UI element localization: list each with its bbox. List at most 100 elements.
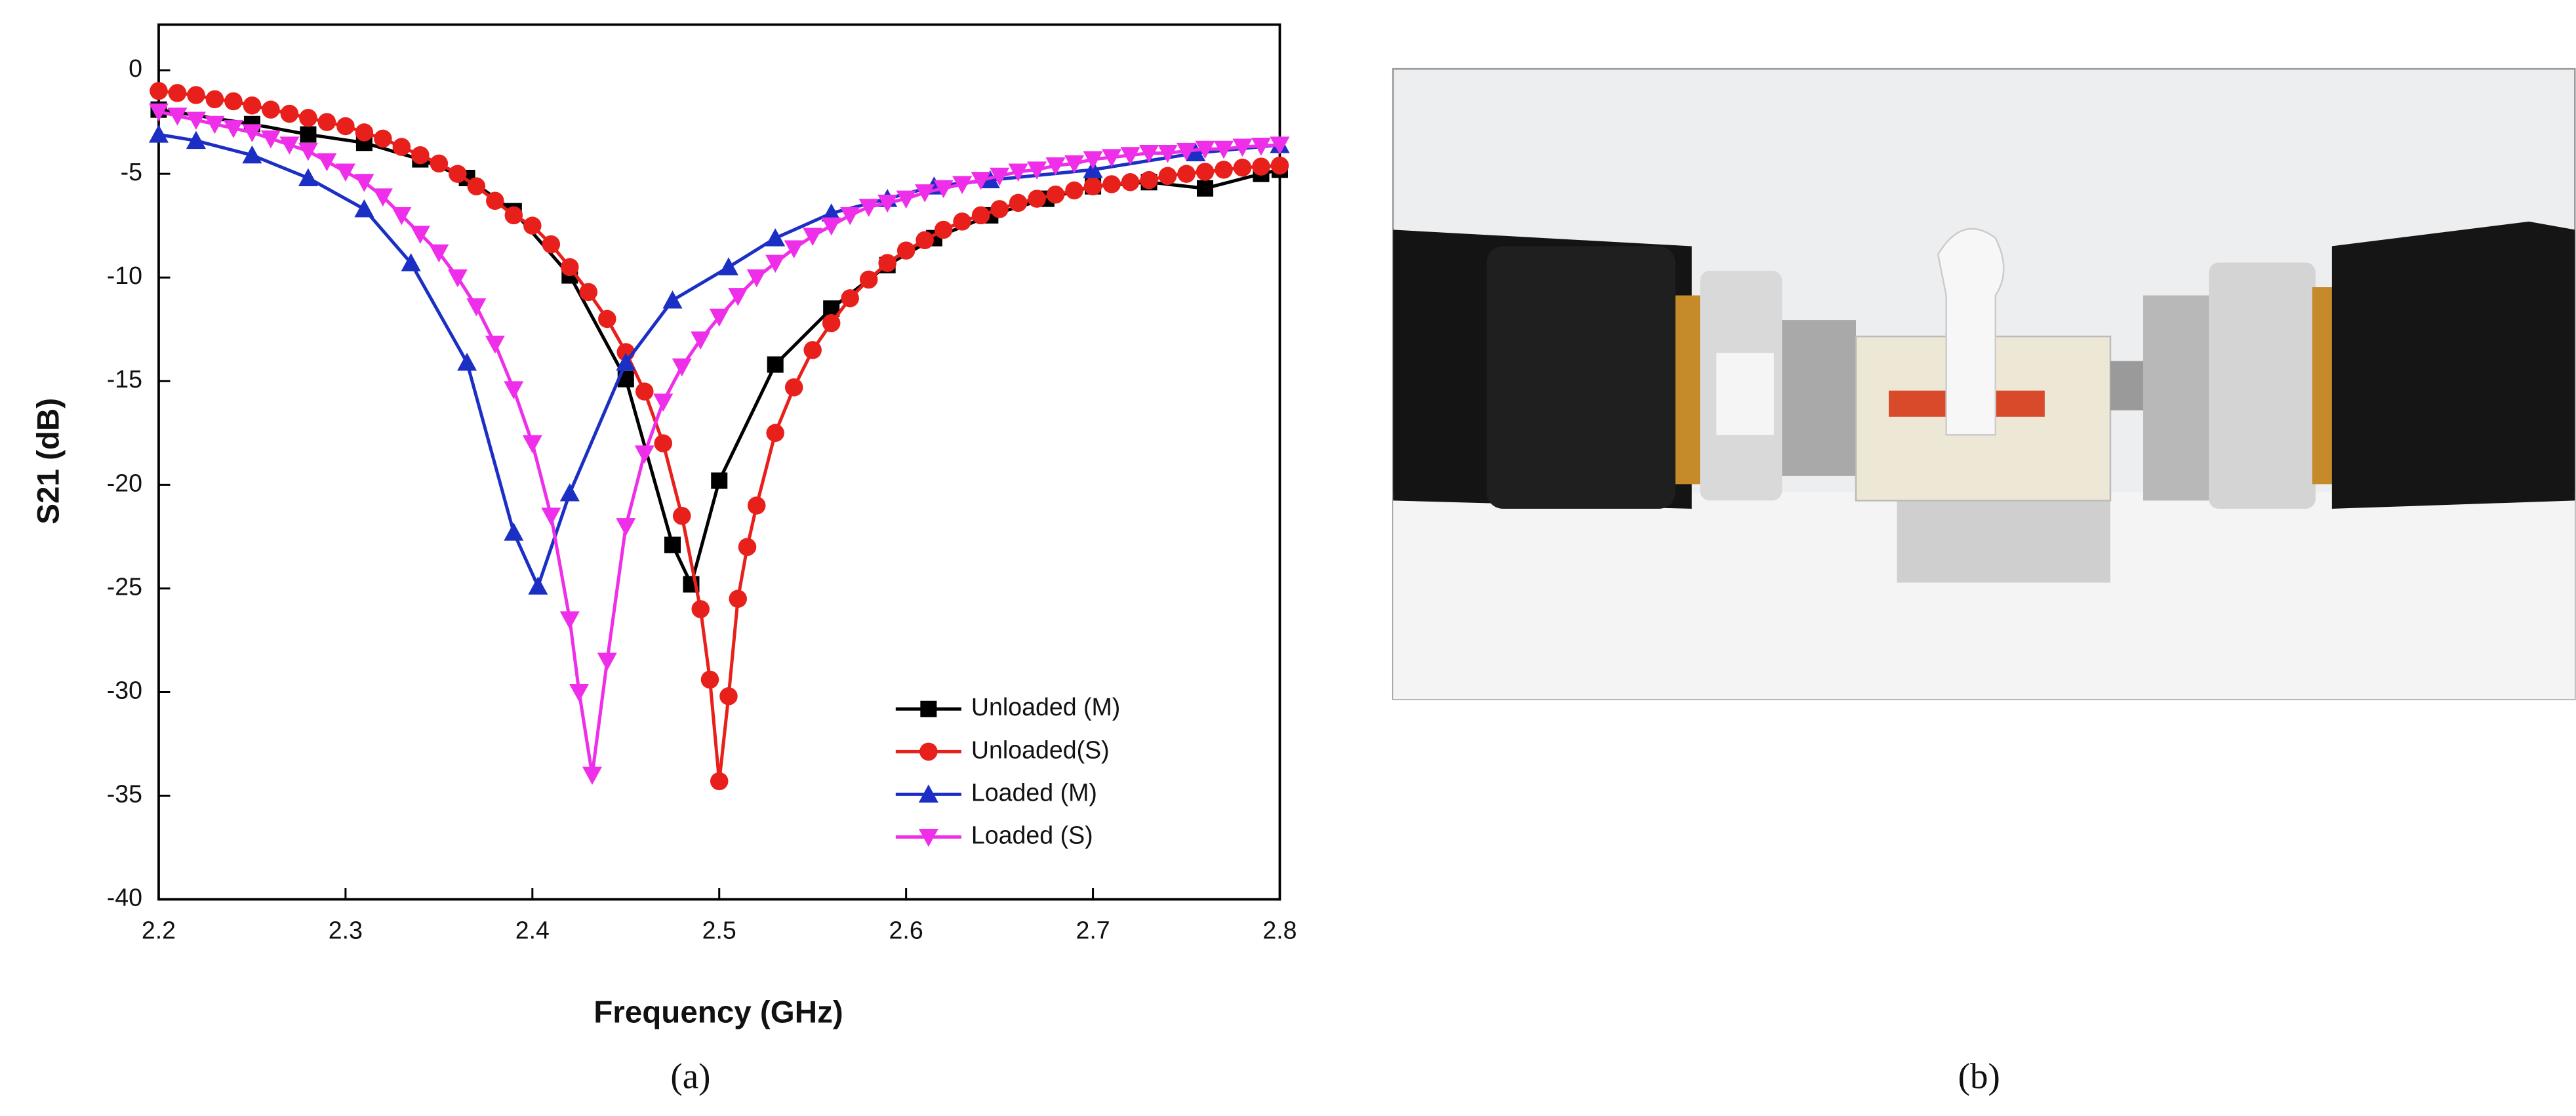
data-point	[691, 331, 711, 350]
data-point	[260, 130, 281, 149]
y-tick-label: -30	[107, 676, 142, 704]
data-point	[1045, 157, 1066, 176]
data-point	[280, 104, 299, 123]
photo	[1392, 68, 2576, 700]
data-point	[1196, 163, 1215, 181]
data-point	[392, 138, 411, 156]
data-point	[1251, 137, 1272, 156]
y-tick-label: -15	[107, 365, 142, 393]
data-point	[700, 670, 719, 689]
data-point	[1028, 189, 1046, 208]
data-point	[598, 309, 616, 329]
data-point	[410, 226, 430, 244]
series-line	[158, 110, 1280, 776]
data-point	[709, 308, 729, 327]
data-point	[223, 120, 243, 138]
data-point	[916, 231, 934, 250]
data-point	[738, 538, 757, 556]
data-point	[430, 154, 449, 173]
data-point	[504, 381, 524, 399]
data-point	[528, 576, 548, 595]
data-point	[1213, 140, 1234, 159]
data-point	[597, 652, 617, 671]
data-point	[504, 523, 524, 541]
legend-marker	[920, 700, 937, 717]
data-point	[205, 115, 225, 134]
x-tick-label: 2.4	[515, 917, 550, 944]
caption-b: (b)	[1958, 1056, 2000, 1096]
data-point	[653, 393, 674, 412]
x-tick-label: 2.5	[702, 917, 736, 944]
caption-a: (a)	[670, 1056, 710, 1096]
data-point	[486, 191, 504, 210]
data-point	[523, 216, 542, 235]
data-point	[1232, 138, 1253, 157]
y-tick-label: -25	[107, 572, 142, 600]
data-point	[990, 200, 1009, 218]
data-point	[1083, 151, 1103, 170]
data-point	[1120, 147, 1140, 165]
data-point	[719, 687, 738, 706]
legend-marker	[918, 828, 938, 847]
data-point	[803, 228, 823, 247]
data-point	[447, 269, 468, 288]
data-point	[710, 772, 729, 791]
data-point	[279, 136, 300, 155]
data-point	[859, 270, 878, 289]
data-point	[243, 96, 262, 115]
x-axis-label: Frequency (GHz)	[594, 995, 843, 1029]
data-point	[1195, 140, 1215, 159]
data-point	[355, 123, 374, 142]
y-tick-label: -35	[107, 780, 142, 807]
data-point	[747, 496, 766, 515]
data-point	[858, 199, 879, 217]
data-point	[1177, 165, 1196, 183]
x-tick-label: 2.7	[1076, 917, 1110, 944]
data-point	[392, 207, 412, 226]
data-point	[934, 220, 953, 239]
data-point	[784, 378, 803, 397]
data-point	[691, 600, 710, 618]
series-line	[158, 89, 1280, 782]
data-point	[990, 167, 1010, 186]
data-point	[167, 108, 188, 126]
data-point	[1270, 156, 1289, 175]
data-point	[933, 180, 954, 199]
data-point	[411, 146, 430, 165]
data-point	[559, 483, 580, 502]
legend-label: Loaded (M)	[971, 778, 1097, 806]
data-point	[1158, 167, 1177, 186]
data-point	[224, 92, 243, 111]
data-point	[541, 508, 561, 526]
data-point	[784, 240, 804, 258]
data-point	[298, 168, 318, 186]
data-point	[354, 174, 374, 192]
data-point	[148, 125, 169, 143]
data-point	[522, 435, 542, 454]
data-point	[150, 81, 168, 100]
data-point	[1008, 163, 1028, 182]
legend-label: Unloaded(S)	[971, 736, 1110, 763]
data-point	[542, 235, 561, 254]
data-point	[971, 206, 990, 225]
data-point	[457, 352, 477, 371]
data-point	[953, 212, 971, 231]
data-point	[559, 611, 580, 629]
data-point	[186, 111, 206, 130]
data-point	[1102, 175, 1121, 193]
data-point	[616, 352, 636, 371]
data-point	[504, 206, 523, 225]
data-point	[168, 84, 187, 102]
data-point	[1140, 170, 1158, 189]
data-point	[401, 253, 421, 271]
data-point	[1102, 149, 1122, 167]
y-tick-label: -40	[107, 884, 142, 911]
y-tick-label: -5	[121, 158, 142, 186]
series-line	[158, 132, 1280, 591]
data-point	[767, 356, 784, 373]
data-point	[1027, 161, 1047, 180]
data-point	[569, 683, 590, 702]
legend-label: Loaded (S)	[971, 821, 1093, 848]
data-point	[616, 518, 636, 536]
